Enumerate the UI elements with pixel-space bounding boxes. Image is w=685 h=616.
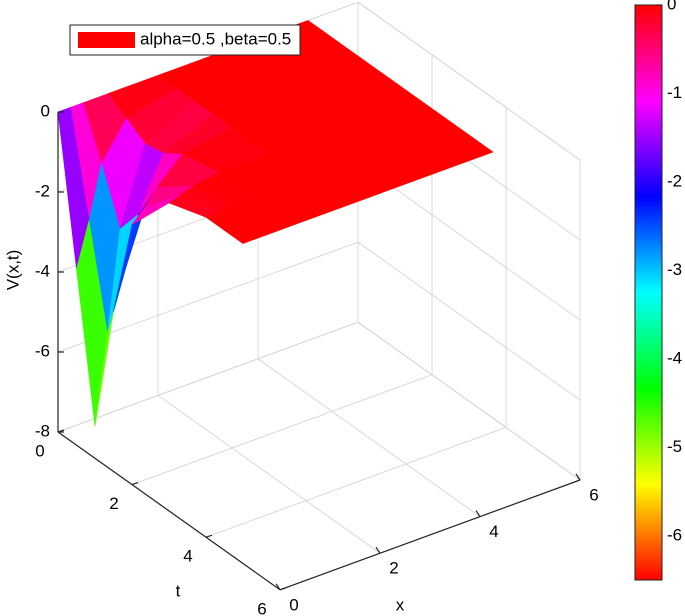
legend-label: alpha=0.5 ,beta=0.5 bbox=[140, 29, 291, 48]
x-axis bbox=[279, 479, 581, 591]
z-axis-label: V(x,t) bbox=[3, 250, 22, 291]
x-tick bbox=[275, 583, 281, 591]
grid-line bbox=[131, 374, 433, 486]
x-tick-label: 2 bbox=[389, 559, 398, 578]
grid-line bbox=[157, 394, 381, 554]
grid-line bbox=[357, 161, 581, 321]
colorbar-tick-label: -5 bbox=[667, 437, 682, 456]
colorbar-tick-label: -4 bbox=[667, 348, 682, 367]
t-tick-label: 0 bbox=[35, 441, 44, 460]
t-tick bbox=[131, 482, 139, 486]
t-axis-label: t bbox=[176, 581, 181, 600]
grid-line bbox=[357, 321, 581, 481]
x-tick-label: 6 bbox=[589, 485, 598, 504]
surface-patch bbox=[205, 212, 257, 244]
t-tick-label: 4 bbox=[183, 547, 192, 566]
grid-line bbox=[205, 426, 507, 538]
x-tick bbox=[575, 473, 581, 481]
z-tick-label: -2 bbox=[35, 181, 50, 200]
colorbar bbox=[634, 4, 663, 581]
grid-line bbox=[357, 1, 581, 161]
t-tick bbox=[205, 534, 213, 538]
z-tick-label: -6 bbox=[35, 341, 50, 360]
grid-line bbox=[57, 321, 359, 433]
colorbar-tick-label: 0 bbox=[667, 0, 676, 13]
z-tick-label: -8 bbox=[35, 421, 50, 440]
x-tick bbox=[475, 510, 481, 517]
t-tick-label: 6 bbox=[257, 599, 266, 616]
x-axis-label: x bbox=[396, 595, 405, 614]
colorbar-tick-label: -6 bbox=[667, 525, 682, 544]
x-tick bbox=[375, 546, 381, 554]
colorbar-tick-label: -2 bbox=[667, 171, 682, 190]
t-tick bbox=[57, 429, 65, 433]
surface bbox=[57, 20, 494, 427]
z-tick-label: -4 bbox=[35, 261, 50, 280]
x-tick-label: 4 bbox=[489, 522, 498, 541]
grid-line bbox=[357, 241, 581, 401]
t-axis bbox=[57, 431, 281, 591]
colorbar-tick-label: -1 bbox=[667, 83, 682, 102]
z-tick-label: 0 bbox=[41, 101, 50, 120]
grid-line bbox=[257, 358, 481, 518]
colorbar-tick-label: -3 bbox=[667, 260, 682, 279]
t-tick bbox=[279, 587, 287, 591]
x-tick-label: 0 bbox=[289, 595, 298, 614]
legend-swatch bbox=[78, 32, 135, 48]
t-tick-label: 2 bbox=[109, 494, 118, 513]
